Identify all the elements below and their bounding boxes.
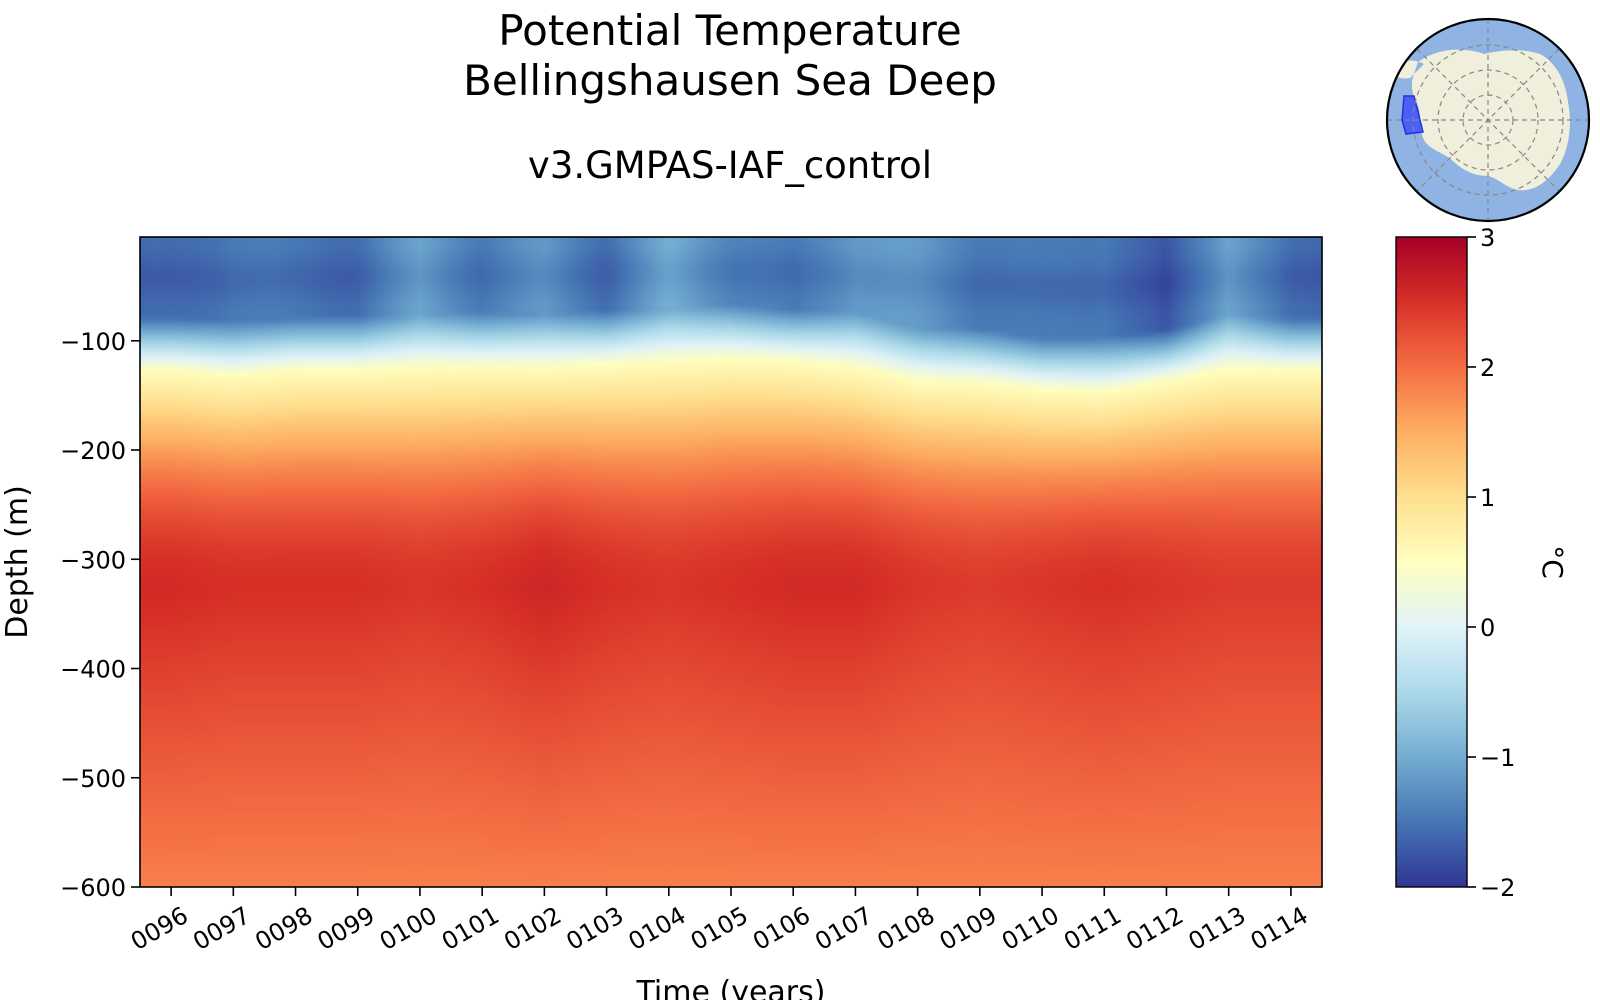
bellingshausen-region [1401,95,1424,135]
y-axis-label: Depth (m) [0,485,35,639]
x-tick-label: 0102 [499,901,566,956]
y-axis: −100 −200 −300 −400 −500 −600 [60,328,140,902]
inset-map [1385,17,1591,223]
x-axis-label: Time (years) [636,975,826,1000]
antarctica-landmass [1394,49,1570,191]
colorbar-tick-label: 2 [1480,354,1495,382]
y-tick-label: −200 [60,437,126,465]
colorbar-tick-label: −2 [1480,874,1515,902]
y-tick-label: −500 [60,765,126,793]
x-tick-label: 0097 [188,901,255,956]
x-tick-label: 0099 [313,901,380,956]
x-tick-label: 0109 [935,901,1002,956]
colorbar-tick-label: 3 [1480,224,1495,252]
x-tick-label: 0101 [437,901,504,956]
colorbar-tick-label: 0 [1480,614,1495,642]
x-tick-label: 0096 [126,901,193,956]
y-tick-label: −600 [60,874,126,902]
x-axis: 0096009700980099010001010102010301040105… [126,887,1313,956]
colorbar [1395,236,1468,888]
x-tick-label: 0111 [1059,901,1126,956]
chart-subtitle: v3.GMPAS-IAF_control [527,144,933,187]
x-tick-label: 0108 [873,901,940,956]
x-tick-label: 0105 [686,901,753,956]
x-tick-label: 0113 [1184,901,1251,956]
y-tick-label: −300 [60,546,126,574]
x-tick-label: 0100 [375,901,442,956]
x-tick-label: 0107 [810,901,877,956]
colorbar-axis: 3 2 1 0 −1 −2 [1467,224,1515,902]
chart-title: Potential Temperature [498,6,962,55]
x-tick-label: 0110 [997,901,1064,956]
chart-region-title: Bellingshausen Sea Deep [463,56,997,105]
x-tick-label: 0112 [1121,901,1188,956]
x-tick-label: 0106 [748,901,815,956]
colorbar-label: °C [1536,545,1569,579]
colorbar-tick-label: −1 [1480,744,1515,772]
x-tick-label: 0098 [250,901,317,956]
heatmap-image [140,237,1322,887]
x-tick-label: 0104 [624,901,691,956]
y-tick-label: −400 [60,656,126,684]
x-tick-label: 0114 [1246,901,1313,956]
y-tick-label: −100 [60,328,126,356]
colorbar-tick-label: 1 [1480,484,1495,512]
x-tick-label: 0103 [561,901,628,956]
